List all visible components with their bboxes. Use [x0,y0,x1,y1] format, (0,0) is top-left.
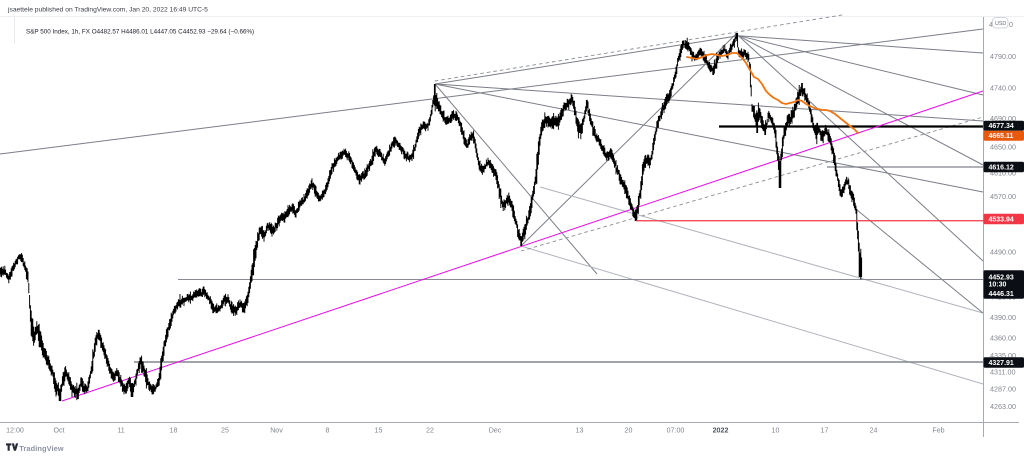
svg-text:07:00: 07:00 [667,427,685,435]
svg-text:4650.00: 4650.00 [990,142,1016,151]
svg-text:Feb: Feb [932,427,944,435]
svg-text:Nov: Nov [270,427,283,435]
svg-text:11: 11 [117,427,124,435]
svg-text:4327.91: 4327.91 [989,360,1014,367]
svg-text:4490.00: 4490.00 [990,247,1016,256]
svg-text:4287.00: 4287.00 [990,384,1016,393]
svg-text:TradingView: TradingView [19,444,64,453]
svg-text:4533.94: 4533.94 [989,216,1014,223]
svg-text:8: 8 [326,427,330,435]
svg-text:15: 15 [375,427,383,435]
svg-text:18: 18 [170,427,178,435]
svg-text:USD: USD [995,21,1006,27]
svg-text:4740.00: 4740.00 [990,83,1016,92]
svg-text:24: 24 [870,427,878,435]
svg-text:17: 17 [821,427,829,435]
svg-text:4677.34: 4677.34 [989,123,1014,130]
svg-text:4263.00: 4263.00 [990,402,1016,411]
svg-text:4616.12: 4616.12 [989,164,1014,171]
svg-text:4570.00: 4570.00 [990,192,1016,201]
svg-text:13: 13 [576,427,584,435]
svg-text:jsaettele published on Trading: jsaettele published on TradingView.com, … [7,7,208,14]
svg-text:4452.93: 4452.93 [989,274,1014,281]
svg-text:2022: 2022 [713,427,729,435]
svg-text:10: 10 [772,427,780,435]
svg-text:22: 22 [426,427,434,435]
svg-text:4665.11: 4665.11 [989,133,1014,140]
svg-text:Dec: Dec [489,427,502,435]
svg-text:4360.00: 4360.00 [990,333,1016,342]
svg-text:4446.31: 4446.31 [989,291,1014,298]
svg-text:4790.00: 4790.00 [990,52,1016,61]
svg-text:12:00: 12:00 [6,427,24,435]
svg-text:10:30: 10:30 [989,282,1007,289]
svg-text:25: 25 [221,427,229,435]
svg-text:0: 0 [1009,20,1013,29]
svg-text:4390.00: 4390.00 [990,313,1016,322]
svg-text:S&P 500 Index, 1h, FX O4482.57: S&P 500 Index, 1h, FX O4482.57 H4486.01 … [26,29,254,36]
svg-text:20: 20 [625,427,633,435]
svg-text:4311.00: 4311.00 [990,367,1015,376]
svg-text:Oct: Oct [53,427,64,435]
